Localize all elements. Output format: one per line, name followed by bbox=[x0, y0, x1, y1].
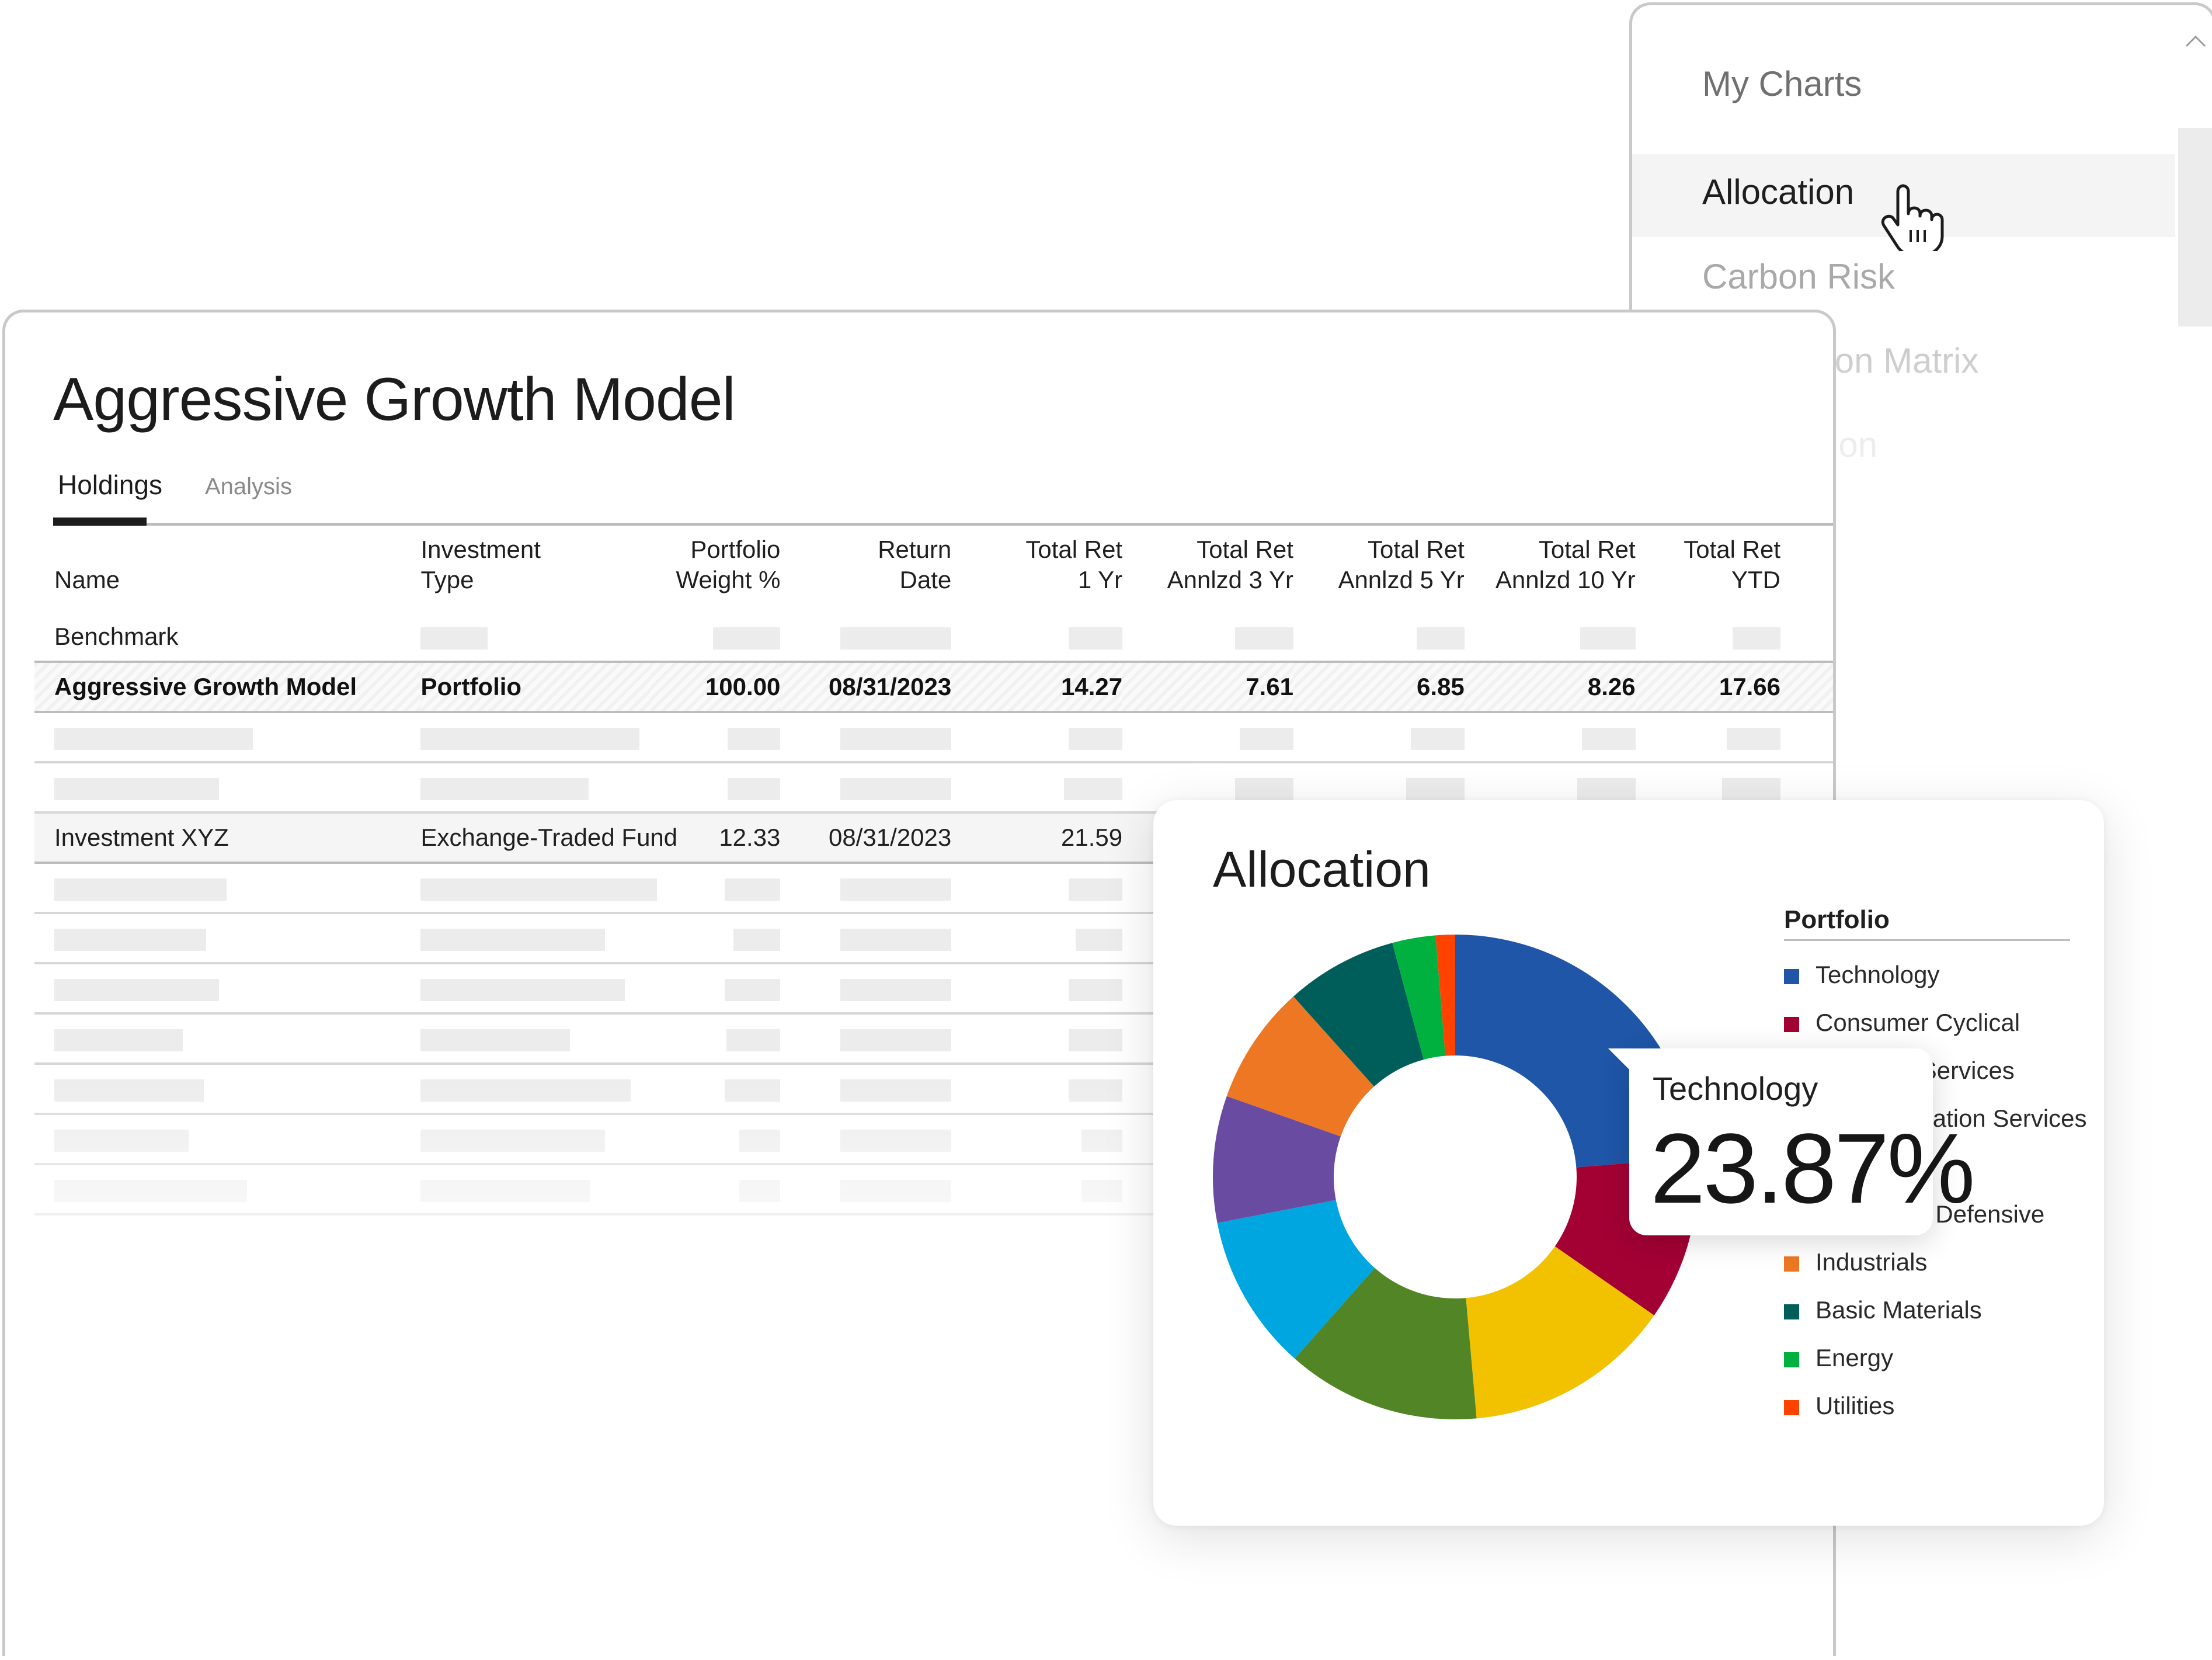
chart-menu-item-label: Allocation bbox=[1702, 172, 1855, 211]
donut-slice-financial-services[interactable] bbox=[1466, 1246, 1654, 1419]
allocation-card: Allocation Portfolio Technology Consumer … bbox=[1153, 800, 2104, 1526]
legend-swatch bbox=[1784, 1352, 1799, 1367]
legend-item[interactable]: Basic Materials bbox=[1784, 1287, 2076, 1335]
portfolio-name: Aggressive Growth Model bbox=[34, 662, 421, 713]
chart-menu-scrollbar[interactable] bbox=[2178, 5, 2212, 648]
legend-label: Industrials bbox=[1815, 1248, 1928, 1276]
page-title: Aggressive Growth Model bbox=[53, 366, 736, 433]
tab-bar: Holdings Analysis bbox=[53, 464, 1833, 526]
donut-slice-energy[interactable] bbox=[1392, 935, 1446, 1060]
active-tab-indicator bbox=[53, 518, 147, 526]
legend-item[interactable]: Technology bbox=[1784, 951, 2076, 999]
allocation-donut-chart[interactable] bbox=[1207, 929, 1703, 1425]
portfolio-weight: 100.00 bbox=[651, 662, 781, 713]
investment-weight: 12.33 bbox=[651, 811, 781, 864]
investment-return-date: 08/31/2023 bbox=[780, 811, 952, 864]
chart-menu-item-label: Carbon Risk bbox=[1702, 257, 1895, 296]
legend-swatch bbox=[1784, 969, 1799, 984]
donut-slice-healthcare[interactable] bbox=[1217, 1200, 1375, 1359]
legend-swatch bbox=[1784, 1400, 1799, 1415]
legend-label: Basic Materials bbox=[1815, 1296, 1982, 1324]
portfolio-ret-ytd: 17.66 bbox=[1635, 662, 1833, 713]
donut-slice-basic-materials[interactable] bbox=[1293, 943, 1424, 1087]
legend-label: Consumer Cyclical bbox=[1815, 1009, 2020, 1036]
hand-pointer-cursor-icon bbox=[1881, 184, 1944, 251]
investment-name: Investment XYZ bbox=[34, 811, 421, 864]
tooltip-label: Technology bbox=[1653, 1070, 1818, 1107]
portfolio-ret-10yr: 8.26 bbox=[1464, 662, 1636, 713]
column-header-total-ret-5yr[interactable]: Total Ret Annlzd 5 Yr bbox=[1338, 536, 1465, 593]
legend-item[interactable]: Utilities bbox=[1784, 1383, 2076, 1430]
column-header-portfolio-weight[interactable]: Portfolio Weight % bbox=[676, 536, 781, 593]
donut-slice-consumer-defensive[interactable] bbox=[1213, 1096, 1341, 1223]
chart-menu-header: My Charts bbox=[1702, 64, 1862, 103]
donut-slice-utilities[interactable] bbox=[1435, 935, 1455, 1056]
tab-analysis[interactable]: Analysis bbox=[205, 474, 292, 499]
column-header-return-date[interactable]: Return Date bbox=[878, 536, 952, 593]
portfolio-return-date: 08/31/2023 bbox=[780, 662, 952, 713]
table-row-benchmark[interactable]: Benchmark bbox=[34, 613, 1833, 663]
legend-item[interactable]: Energy bbox=[1784, 1335, 2076, 1383]
tab-holdings[interactable]: Holdings bbox=[58, 470, 162, 500]
chart-menu-item-carbon-risk[interactable]: Carbon Risk bbox=[1632, 239, 2175, 322]
legend-item[interactable]: Consumer Cyclical bbox=[1784, 999, 2076, 1047]
chart-tooltip: Technology 23.87% bbox=[1608, 1048, 1976, 1235]
portfolio-ret-5yr: 6.85 bbox=[1293, 662, 1465, 713]
column-header-total-ret-ytd[interactable]: Total Ret YTD bbox=[1684, 536, 1780, 593]
chevron-up-icon[interactable] bbox=[2183, 29, 2208, 54]
table-header-row: Name Investment Type Portfolio Weight % Re… bbox=[34, 534, 1833, 613]
table-row-placeholder bbox=[34, 712, 1833, 763]
legend-label: Energy bbox=[1815, 1344, 1894, 1371]
tooltip-value: 23.87% bbox=[1650, 1113, 1976, 1224]
column-header-name[interactable]: Name bbox=[54, 566, 120, 593]
legend-title: Portfolio bbox=[1784, 905, 2070, 941]
column-header-total-ret-10yr[interactable]: Total Ret Annlzd 10 Yr bbox=[1495, 536, 1636, 593]
legend-swatch bbox=[1784, 1256, 1799, 1272]
table-row-portfolio[interactable]: Aggressive Growth Model Portfolio 100.00… bbox=[34, 662, 1833, 713]
portfolio-type: Portfolio bbox=[420, 662, 651, 713]
legend-swatch bbox=[1784, 1304, 1799, 1319]
column-header-total-ret-3yr[interactable]: Total Ret Annlzd 3 Yr bbox=[1167, 536, 1293, 593]
investment-type: Exchange-Traded Fund bbox=[420, 811, 677, 864]
portfolio-ret-3yr: 7.61 bbox=[1122, 662, 1293, 713]
donut-slice-communication-services[interactable] bbox=[1295, 1267, 1477, 1419]
legend-label: Utilities bbox=[1815, 1392, 1895, 1419]
legend-label: Technology bbox=[1815, 961, 1940, 988]
column-header-investment-type[interactable]: Investment Type bbox=[420, 536, 541, 593]
benchmark-label: Benchmark bbox=[34, 613, 421, 663]
column-header-total-ret-1yr[interactable]: Total Ret 1 Yr bbox=[1025, 536, 1123, 593]
investment-ret-1yr: 21.59 bbox=[951, 811, 1123, 864]
chart-menu-scroll-thumb[interactable] bbox=[2178, 128, 2212, 327]
legend-swatch bbox=[1784, 1017, 1799, 1032]
donut-slice-industrials[interactable] bbox=[1226, 996, 1375, 1137]
legend-item[interactable]: Industrials bbox=[1784, 1239, 2076, 1287]
portfolio-ret-1yr: 14.27 bbox=[951, 662, 1123, 713]
allocation-title: Allocation bbox=[1213, 842, 1431, 898]
